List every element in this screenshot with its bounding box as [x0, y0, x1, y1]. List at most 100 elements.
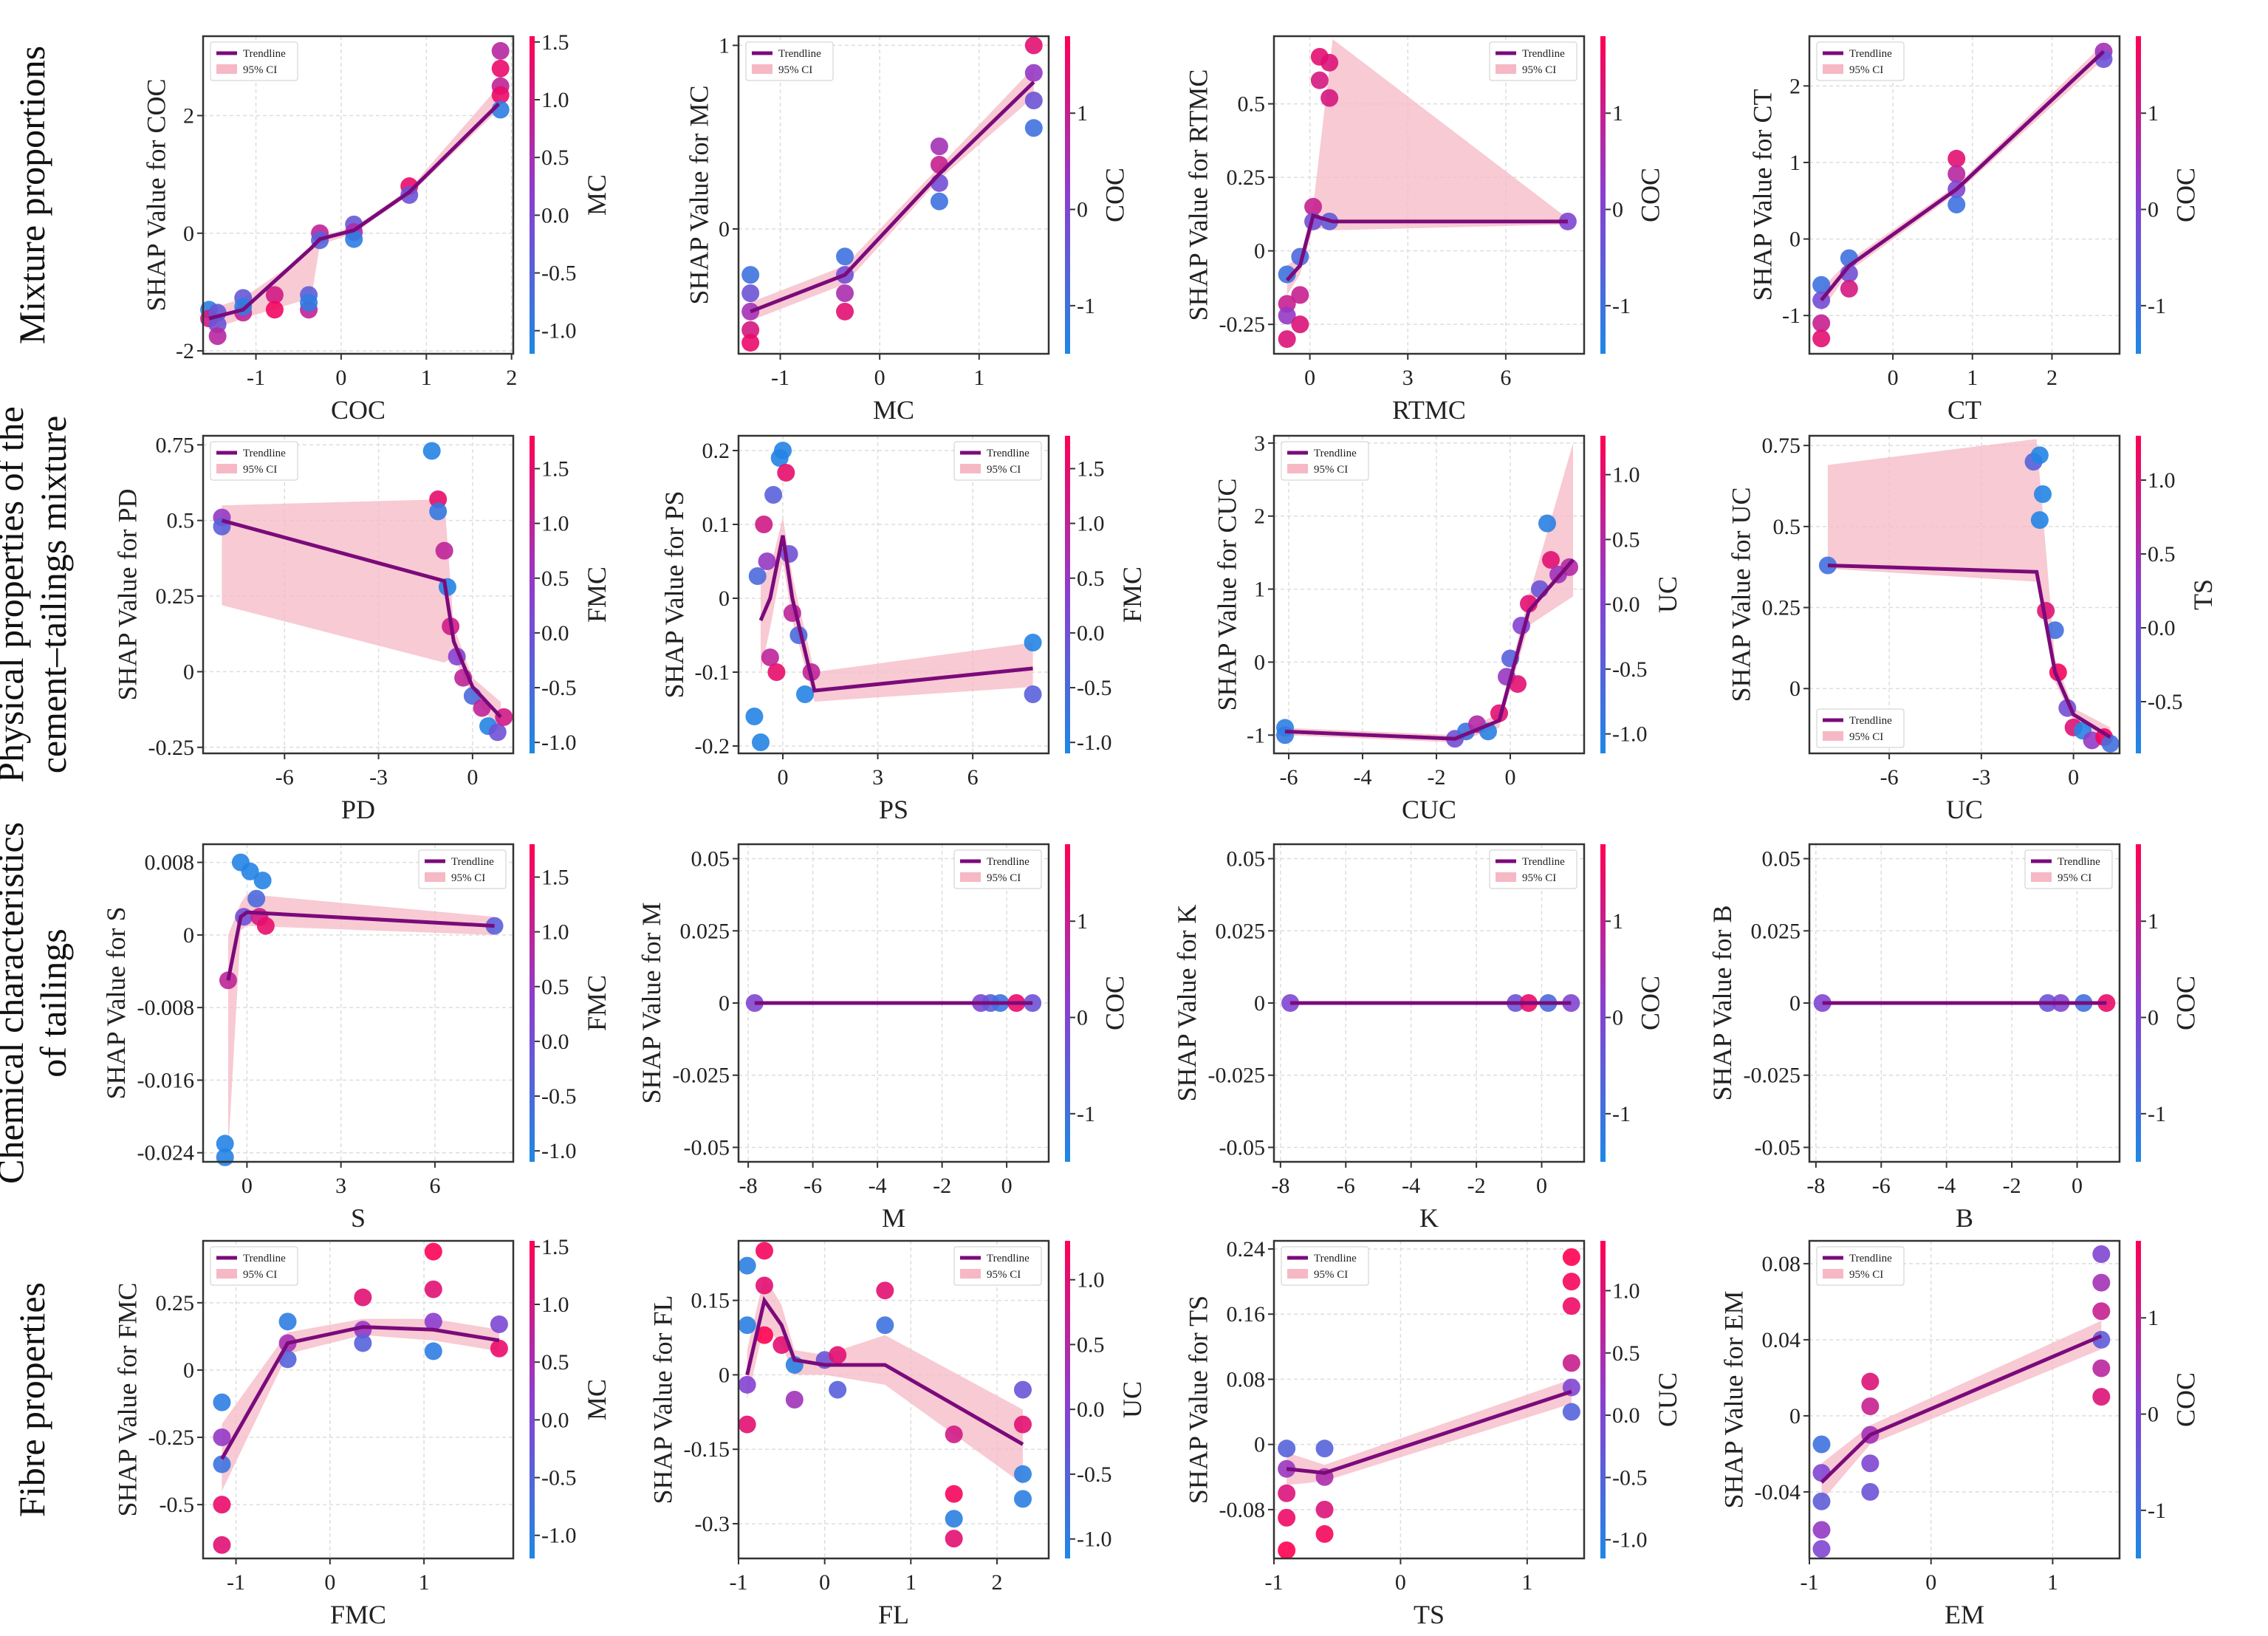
y-axis-label: SHAP Value for CT	[1748, 89, 1778, 301]
x-tick-label: -8	[1271, 1174, 1289, 1198]
y-tick-label: 2	[183, 104, 194, 129]
y-tick-label: 2	[1789, 74, 1801, 98]
data-point	[213, 1496, 231, 1514]
x-tick-label: -3	[369, 765, 388, 790]
legend-trend-label: Trendline	[243, 48, 286, 60]
y-axis-label: SHAP Value for EM	[1719, 1291, 1749, 1509]
data-point	[1310, 71, 1329, 89]
x-tick-label: -2	[1428, 765, 1446, 790]
y-axis-label: SHAP Value for MC	[685, 85, 714, 304]
data-point	[1947, 165, 1966, 183]
data-point	[424, 1242, 442, 1261]
y-axis-label: SHAP Value for TS	[1184, 1296, 1213, 1504]
data-point	[2101, 734, 2120, 753]
y-tick-label: 1	[719, 33, 730, 58]
x-tick-label: -6	[275, 765, 294, 790]
legend-trend-label: Trendline	[1314, 448, 1357, 459]
legend-trend-label: Trendline	[1849, 48, 1892, 60]
legend-trend-label: Trendline	[451, 856, 494, 868]
colorbar-tick-label: -1	[1612, 1102, 1631, 1126]
y-tick-label: 0.75	[156, 433, 195, 457]
data-point	[2092, 1359, 2111, 1377]
y-tick-label: -0.25	[1219, 312, 1266, 337]
subplot-uc: -6 -3 0 0 0.25 0.5 0.75 Trendline 95% CI UC SHAP V…	[1727, 434, 2219, 824]
y-tick-label: -0.15	[684, 1437, 730, 1462]
x-tick-label: 1	[1521, 1570, 1532, 1595]
y-tick-label: 0.08	[1762, 1252, 1801, 1276]
data-point	[756, 1242, 773, 1260]
colorbar-tick-label: 1	[2148, 1306, 2159, 1330]
colorbar-tick-label: 1.0	[2148, 468, 2176, 493]
data-point	[1812, 1492, 1831, 1510]
x-axis-label: K	[1419, 1203, 1439, 1233]
y-tick-label: 0.025	[680, 919, 730, 943]
legend: Trendline 95% CI	[210, 441, 298, 481]
x-tick-label: -4	[869, 1174, 887, 1198]
row-label: Chemical characteristics	[0, 822, 31, 1184]
x-tick-label: -2	[2003, 1174, 2021, 1198]
data-point	[945, 1425, 963, 1444]
y-tick-label: 0.025	[1751, 919, 1801, 943]
subplot-em: -1 0 1 -0.04 0 0.04 0.08 Trendline 95% CI EM SHAP …	[1719, 1239, 2201, 1629]
colorbar-tick-label: -1	[1612, 294, 1631, 318]
colorbar-tick-label: -0.5	[541, 1466, 577, 1490]
legend: Trendline 95% CI	[1489, 41, 1577, 81]
data-point	[2092, 1302, 2111, 1321]
legend: Trendline 95% CI	[745, 41, 834, 81]
x-tick-label: -8	[1806, 1174, 1825, 1198]
subplot-rtmc: 0 3 6 -0.25 0 0.25 0.5 Trendline 95% CI RTMC SHAP …	[1184, 35, 1665, 425]
x-tick-label: -2	[933, 1174, 951, 1198]
y-tick-label: 0.25	[156, 584, 195, 609]
trendline	[1827, 564, 2111, 739]
data-point	[424, 1342, 442, 1361]
subplot-m: -8 -6 -4 -2 0 -0.05 -0.025 0 0.025 0.05 Trendline 9…	[637, 843, 1130, 1233]
x-tick-label: 1	[905, 1570, 917, 1595]
ci-band	[761, 517, 1033, 702]
legend-ci-swatch	[216, 464, 237, 473]
subplot-ps: 0 3 6 -0.2 -0.1 0 0.1 0.2 Trendline 95% CI PS SHAP …	[659, 434, 1147, 824]
legend-ci-swatch	[1823, 731, 1843, 741]
y-axis-label: SHAP Value for PD	[113, 488, 143, 700]
x-tick-label: -6	[1280, 765, 1298, 790]
x-tick-label: 6	[429, 1174, 440, 1198]
y-tick-label: 3	[1254, 431, 1265, 456]
data-point	[241, 862, 259, 880]
data-point	[741, 334, 760, 352]
colorbar-tick-label: 1	[2148, 101, 2159, 126]
data-point	[836, 247, 854, 266]
data-point	[265, 301, 284, 319]
y-tick-label: -0.025	[673, 1064, 730, 1088]
legend-ci-swatch	[1287, 464, 1308, 473]
subplot-ct: 0 1 2 -1 0 1 2 Trendline 95% CI CT SHAP Value for …	[1748, 35, 2201, 425]
colorbar-tick-label: 1.0	[541, 88, 569, 112]
row-label: Mixture proportions	[11, 46, 52, 344]
plot-frame	[1272, 1239, 1586, 1560]
trendline	[226, 910, 495, 981]
colorbar	[2136, 1241, 2141, 1558]
colorbar	[1600, 36, 1606, 354]
x-tick-label: -4	[1354, 765, 1372, 790]
x-tick-label: 1	[2047, 1570, 2058, 1595]
colorbar-label: COC	[1100, 168, 1130, 222]
plot-frame	[737, 1239, 1050, 1560]
plot-frame	[202, 434, 515, 755]
colorbar-label: TS	[2188, 579, 2218, 610]
data-point	[836, 302, 854, 321]
data-point	[1278, 307, 1296, 325]
x-tick-label: 0	[335, 366, 346, 390]
data-point	[216, 1148, 234, 1166]
ci-band	[222, 499, 501, 733]
data-point	[745, 708, 764, 725]
data-point	[1278, 1541, 1296, 1559]
data-point	[945, 1530, 963, 1548]
x-tick-label: 0	[1304, 366, 1315, 390]
x-tick-label: 3	[872, 765, 883, 790]
colorbar-tick-label: 1.0	[541, 1293, 569, 1317]
x-tick-label: -1	[730, 1570, 748, 1595]
data-point	[491, 59, 510, 78]
data-point	[748, 567, 767, 585]
data-point	[1291, 315, 1309, 334]
data-point	[435, 541, 453, 560]
colorbar-tick-label: 0.0	[1612, 1403, 1640, 1428]
data-point	[1320, 53, 1339, 72]
